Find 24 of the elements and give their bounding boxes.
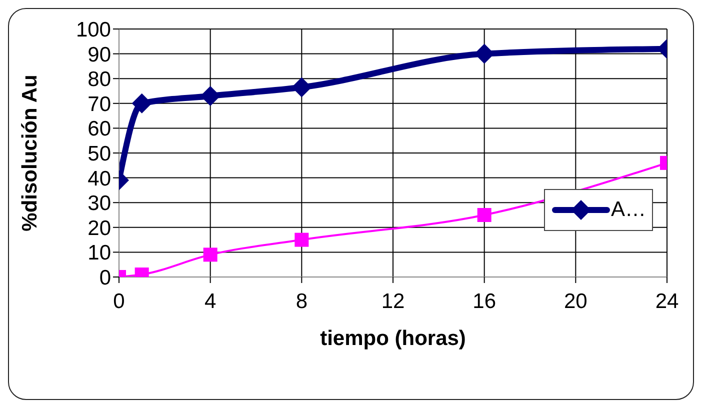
y-tick-label: 10: [88, 242, 111, 265]
point: [292, 77, 312, 98]
legend-label: A…: [610, 198, 646, 222]
y-tick-label: 90: [88, 43, 111, 66]
y-tick-label: 70: [88, 92, 111, 116]
y-tick-label: 50: [88, 142, 111, 166]
point: [203, 248, 218, 262]
y-tick-label: 60: [88, 118, 111, 141]
x-axis-title: tiempo (horas): [320, 327, 466, 350]
y-tick-label: 30: [88, 192, 111, 216]
x-tick-label: 8: [296, 290, 308, 313]
x-tick-label: 24: [655, 290, 679, 313]
point: [132, 93, 152, 114]
y-tick-label: 100: [76, 18, 111, 42]
x-tick-label: 16: [472, 290, 496, 313]
y-axis-title: %disolución Au: [18, 74, 42, 232]
y-tick-label: 0: [99, 266, 111, 290]
x-tick-label: 12: [381, 290, 405, 313]
point: [294, 232, 309, 247]
y-tick-label: 20: [88, 216, 111, 240]
x-tick-label: 4: [204, 290, 216, 313]
x-tick-label: 20: [564, 290, 588, 313]
y-tick-label: 80: [88, 68, 111, 92]
y-tick-label: 40: [88, 167, 111, 190]
